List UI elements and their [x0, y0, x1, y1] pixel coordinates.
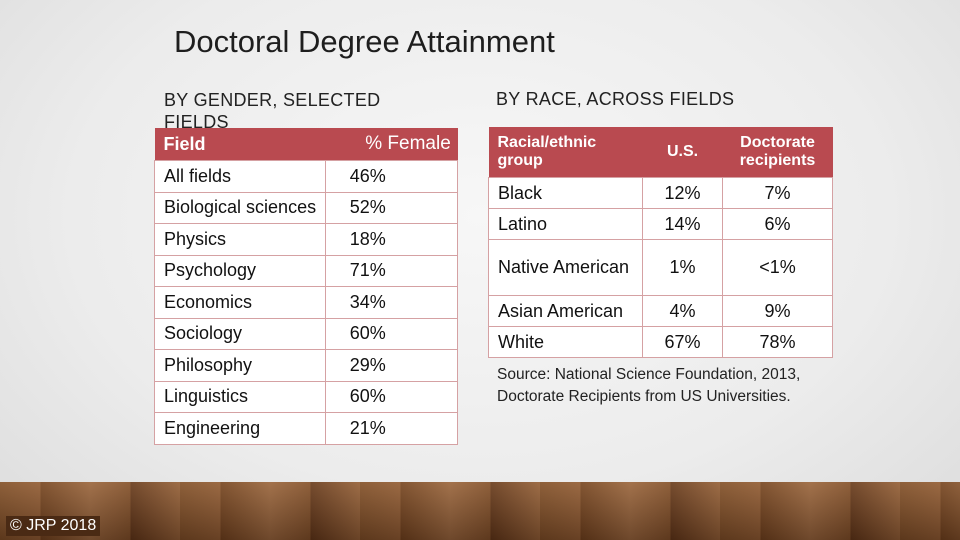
doctorate-pct-cell: 6%	[722, 208, 833, 240]
table-row: Economics 34%	[154, 286, 459, 319]
race-subhead: BY RACE, ACROSS FIELDS	[496, 89, 735, 109]
us-pct-cell: 67%	[642, 326, 723, 358]
table-row: Psychology 71%	[154, 254, 459, 287]
female-pct-cell: 60%	[324, 317, 459, 350]
group-cell: White	[488, 326, 643, 358]
field-cell: Economics	[154, 286, 326, 319]
copyright-label: © JRP 2018	[6, 516, 101, 536]
field-cell: Biological sciences	[154, 191, 326, 224]
field-cell: Physics	[154, 223, 326, 256]
female-pct-cell: 46%	[324, 160, 459, 193]
table-row: Native American 1% <1%	[488, 239, 833, 296]
female-pct-cell: 21%	[324, 412, 459, 445]
field-cell: Engineering	[154, 412, 326, 445]
female-pct-cell: 52%	[324, 191, 459, 224]
field-cell: Philosophy	[154, 349, 326, 382]
table-row: Physics 18%	[154, 223, 459, 256]
table-row: Asian American 4% 9%	[488, 295, 833, 327]
female-pct-cell: 60%	[324, 380, 459, 413]
wood-floor-decoration	[0, 482, 960, 540]
table-row: Philosophy 29%	[154, 349, 459, 382]
table-row: White 67% 78%	[488, 326, 833, 358]
doctorate-pct-cell: 78%	[722, 326, 833, 358]
doctorate-column-header: Doctorate recipients	[722, 127, 833, 178]
field-cell: Sociology	[154, 317, 326, 350]
gender-table-header: Field % Female	[154, 128, 458, 161]
race-table: Racial/ethnic group U.S. Doctorate recip…	[488, 127, 833, 358]
female-pct-cell: 18%	[324, 223, 459, 256]
table-row: All fields 46%	[154, 160, 459, 193]
group-cell: Latino	[488, 208, 643, 240]
group-column-header: Racial/ethnic group	[488, 127, 643, 178]
gender-table: Field % Female All fields 46% Biological s…	[154, 128, 459, 445]
race-table-header: Racial/ethnic group U.S. Doctorate recip…	[488, 127, 833, 178]
gender-subhead: BY GENDER, SELECTED FIELDS	[164, 90, 381, 132]
table-row: Sociology 60%	[154, 317, 459, 350]
doctorate-pct-cell: <1%	[722, 239, 833, 296]
source-note: Source: National Science Foundation, 201…	[497, 366, 801, 405]
female-pct-cell: 34%	[324, 286, 459, 319]
table-row: Latino 14% 6%	[488, 208, 833, 240]
us-pct-cell: 1%	[642, 239, 723, 296]
field-cell: Linguistics	[154, 380, 326, 413]
field-cell: All fields	[154, 160, 326, 193]
female-pct-cell: 71%	[324, 254, 459, 287]
table-row: Linguistics 60%	[154, 380, 459, 413]
field-column-header: Field	[154, 128, 326, 161]
page-title: Doctoral Degree Attainment	[174, 24, 555, 59]
field-cell: Psychology	[154, 254, 326, 287]
group-cell: Black	[488, 177, 643, 209]
group-cell: Native American	[488, 239, 643, 296]
group-cell: Asian American	[488, 295, 643, 327]
us-pct-cell: 14%	[642, 208, 723, 240]
table-row: Biological sciences 52%	[154, 191, 459, 224]
us-pct-cell: 12%	[642, 177, 723, 209]
female-pct-cell: 29%	[324, 349, 459, 382]
us-pct-cell: 4%	[642, 295, 723, 327]
doctorate-pct-cell: 7%	[722, 177, 833, 209]
doctorate-pct-cell: 9%	[722, 295, 833, 327]
table-row: Engineering 21%	[154, 412, 459, 445]
us-column-header: U.S.	[642, 127, 723, 178]
female-pct-column-header: % Female	[325, 128, 458, 161]
table-row: Black 12% 7%	[488, 177, 833, 209]
